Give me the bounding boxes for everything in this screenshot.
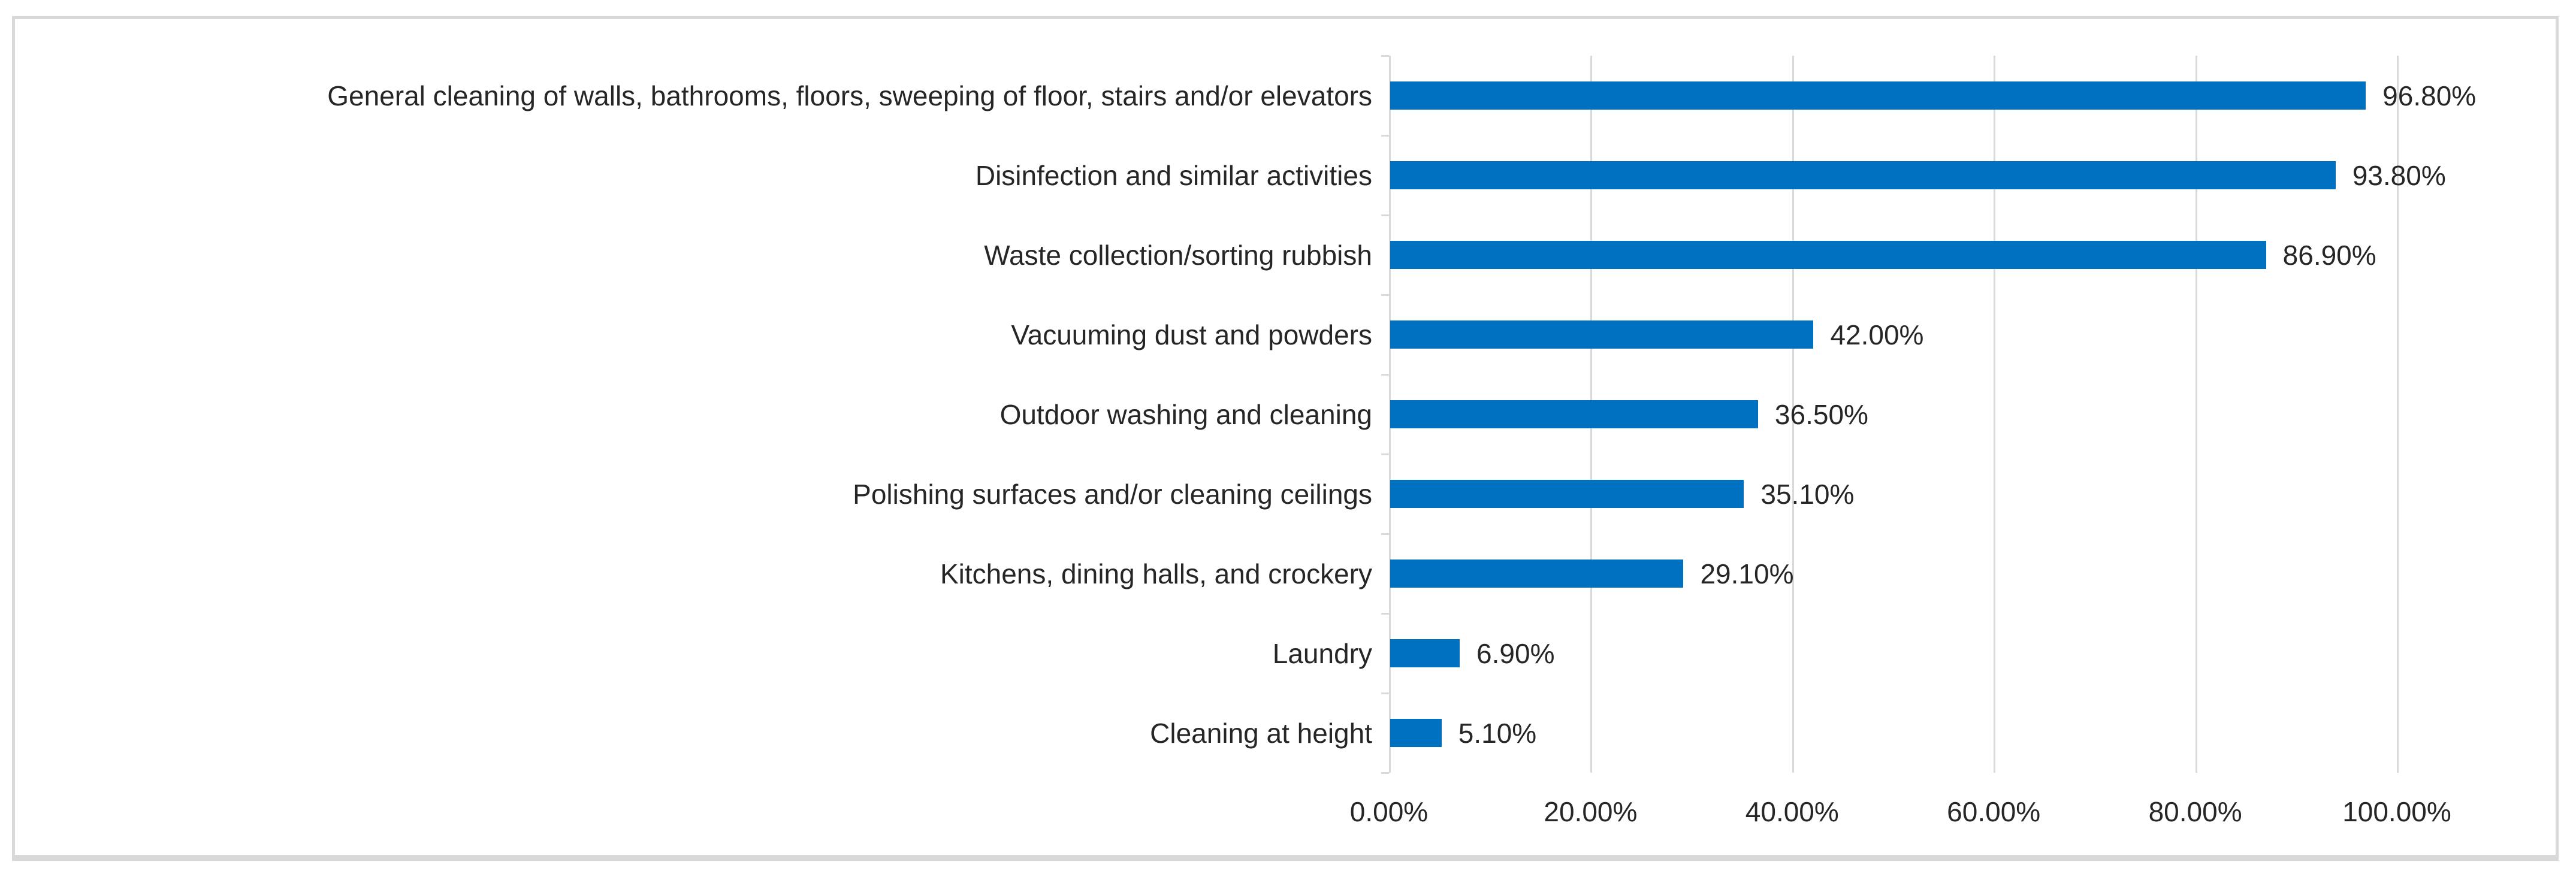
category-axis-tick (1381, 374, 1389, 376)
data-label: 29.10% (1700, 558, 1794, 589)
bar-9 (1390, 719, 1442, 747)
bar-5 (1390, 400, 1758, 428)
category-axis-tick (1381, 214, 1389, 216)
bars-layer (15, 19, 2556, 855)
x-tick-label: 40.00% (1745, 796, 1839, 827)
bar-1 (1390, 81, 2366, 110)
category-label: Outdoor washing and cleaning (999, 398, 1372, 430)
bar-2 (1390, 161, 2336, 189)
x-tick-label: 60.00% (1947, 796, 2041, 827)
x-tick-label: 20.00% (1544, 796, 1638, 827)
x-tick-label: 0.00% (1349, 796, 1429, 827)
category-label: Disinfection and similar activities (975, 159, 1372, 191)
chart-frame: General cleaning of walls, bathrooms, fl… (12, 16, 2559, 861)
x-tick-label: 80.00% (2148, 796, 2242, 827)
category-label: Waste collection/sorting rubbish (984, 239, 1372, 271)
gridline-40 (1792, 56, 1794, 773)
bar-4 (1390, 320, 1814, 349)
category-label: Cleaning at height (1150, 717, 1372, 749)
gridline-80 (2195, 56, 2197, 773)
category-axis-tick (1381, 692, 1389, 694)
gridline-100 (2397, 56, 2399, 773)
category-axis-tick (1381, 613, 1389, 615)
gridline-60 (1994, 56, 1996, 773)
category-axis-tick (1381, 55, 1389, 57)
category-label: General cleaning of walls, bathrooms, fl… (327, 80, 1372, 111)
category-axis (15, 19, 2556, 855)
bar-3 (1390, 241, 2266, 269)
x-tick-label: 100.00% (2342, 796, 2451, 827)
category-axis-tick (1381, 294, 1389, 296)
category-label: Laundry (1272, 637, 1372, 669)
bar-8 (1390, 639, 1460, 667)
category-axis-tick (1381, 772, 1389, 774)
category-axis-tick (1381, 533, 1389, 535)
category-axis-tick (1381, 453, 1389, 455)
data-label: 6.90% (1476, 637, 1555, 669)
data-label: 42.00% (1830, 319, 1924, 350)
category-label: Kitchens, dining halls, and crockery (940, 558, 1372, 589)
data-label: 96.80% (2382, 80, 2477, 111)
data-label: 93.80% (2352, 159, 2446, 191)
bar-6 (1390, 480, 1744, 508)
data-label: 36.50% (1774, 398, 1868, 430)
category-axis-tick (1381, 135, 1389, 137)
bar-7 (1390, 560, 1684, 588)
data-label: 5.10% (1458, 717, 1537, 749)
category-label: Polishing surfaces and/or cleaning ceili… (853, 478, 1372, 510)
value-labels: 96.80% 93.80% 86.90% 42.00% 36.50% 35.10% 29.1… (15, 19, 2556, 855)
x-axis-labels: 0.00% 20.00% 40.00% 60.00% 80.00% 100.00% (15, 19, 2556, 855)
category-labels: General cleaning of walls, bathrooms, fl… (15, 19, 2556, 855)
data-label: 35.10% (1760, 478, 1855, 510)
category-label: Vacuuming dust and powders (1011, 319, 1372, 350)
data-label: 86.90% (2282, 239, 2376, 271)
category-axis-line (1389, 56, 1391, 773)
